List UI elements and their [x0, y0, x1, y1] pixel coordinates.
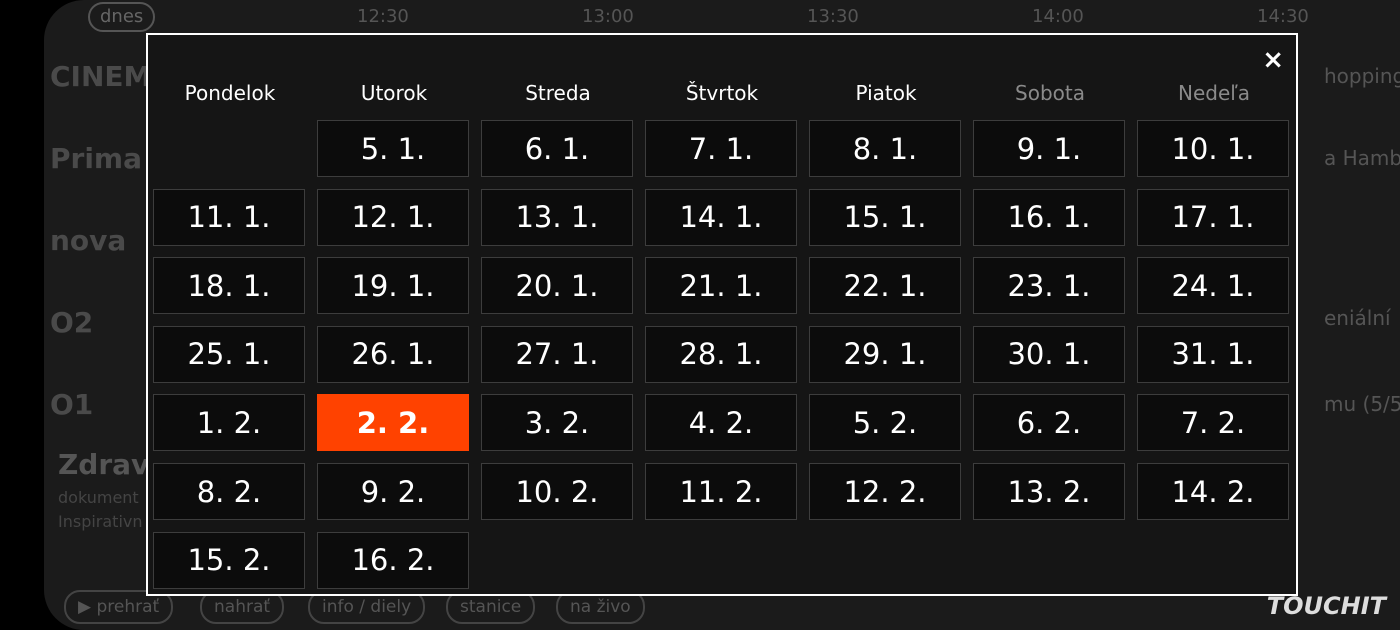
date-cell[interactable]: 10. 2.: [481, 463, 633, 520]
date-cell[interactable]: 11. 1.: [153, 188, 305, 246]
date-cell[interactable]: 24. 1.: [1137, 257, 1289, 315]
date-cell[interactable]: 6. 1.: [481, 120, 633, 177]
weekday-label: Piatok: [855, 81, 917, 105]
date-cell[interactable]: 7. 2.: [1137, 394, 1289, 452]
channel-logo[interactable]: CINEMA: [50, 59, 174, 93]
date-cell[interactable]: 5. 2.: [809, 394, 961, 452]
close-button[interactable]: ×: [1262, 45, 1284, 75]
date-cell[interactable]: 8. 1.: [809, 120, 961, 177]
detail-genre: dokument: [58, 488, 139, 507]
date-cell[interactable]: 5. 1.: [317, 120, 469, 177]
date-cell[interactable]: 15. 1.: [809, 188, 961, 246]
date-button-label: dnes: [100, 6, 144, 27]
detail-description: Inspirativn: [58, 512, 143, 531]
date-cell[interactable]: 7. 1.: [645, 120, 797, 177]
date-cell[interactable]: 28. 1.: [645, 325, 797, 383]
time-label: 13:00: [582, 6, 634, 27]
time-label: 14:00: [1032, 6, 1084, 27]
time-label: 14:30: [1257, 6, 1309, 27]
date-cell[interactable]: 23. 1.: [973, 257, 1125, 315]
date-cell[interactable]: 6. 2.: [973, 394, 1125, 452]
channel-logo[interactable]: O2: [50, 305, 94, 339]
date-cell[interactable]: 9. 1.: [973, 120, 1125, 177]
weekday-label: Štvrtok: [685, 81, 759, 105]
date-cell[interactable]: 18. 1.: [153, 257, 305, 315]
calendar-dialog: × Pondelok Utorok Streda Štvrtok Piatok Sobot…: [146, 33, 1298, 596]
date-cell[interactable]: 4. 2.: [645, 394, 797, 452]
program-title[interactable]: a Hamburg: [1324, 146, 1400, 170]
date-cell[interactable]: 9. 2.: [317, 463, 469, 520]
date-cell[interactable]: 17. 1.: [1137, 188, 1289, 246]
date-cell[interactable]: 13. 2.: [973, 463, 1125, 520]
watermark: TOUCHIT: [1266, 592, 1386, 620]
date-button[interactable]: dnes: [88, 2, 156, 32]
weekday-label: Utorok: [360, 81, 428, 105]
weekday-label: Pondelok: [184, 81, 276, 105]
weekday-label: Sobota: [1015, 81, 1085, 105]
action-button[interactable]: ▶ prehrať: [64, 590, 174, 624]
date-cell[interactable]: 29. 1.: [809, 325, 961, 383]
date-cell[interactable]: 26. 1.: [317, 325, 469, 383]
date-cell[interactable]: 11. 2.: [645, 463, 797, 520]
date-cell[interactable]: 3. 2.: [481, 394, 633, 452]
program-title[interactable]: mu (5/5): [1324, 392, 1400, 416]
date-cell[interactable]: 10. 1.: [1137, 120, 1289, 177]
date-cell[interactable]: 14. 2.: [1137, 463, 1289, 520]
date-cell[interactable]: 19. 1.: [317, 257, 469, 315]
date-cell[interactable]: 8. 2.: [153, 463, 305, 520]
date-cell[interactable]: 13. 1.: [481, 188, 633, 246]
channel-logo[interactable]: Prima: [50, 141, 142, 175]
date-cell[interactable]: 30. 1.: [973, 325, 1125, 383]
date-cell[interactable]: 1. 2.: [153, 394, 305, 452]
date-cell[interactable]: 22. 1.: [809, 257, 961, 315]
weekday-label: Streda: [525, 81, 591, 105]
date-cell[interactable]: 14. 1.: [645, 188, 797, 246]
channel-logo[interactable]: O1: [50, 387, 94, 421]
date-cell[interactable]: 12. 2.: [809, 463, 961, 520]
program-title[interactable]: eniální: [1324, 306, 1391, 330]
date-cell[interactable]: 25. 1.: [153, 325, 305, 383]
date-cell[interactable]: 16. 1.: [973, 188, 1125, 246]
date-cell[interactable]: 21. 1.: [645, 257, 797, 315]
weekday-label: Nedeľa: [1177, 81, 1251, 105]
date-cell[interactable]: 12. 1.: [317, 188, 469, 246]
channel-logo[interactable]: nova: [50, 223, 127, 257]
time-label: 13:30: [807, 6, 859, 27]
date-cell[interactable]: 15. 2.: [153, 531, 305, 589]
date-cell[interactable]: 27. 1.: [481, 325, 633, 383]
program-title[interactable]: hopping: [1324, 64, 1400, 88]
time-label: 12:30: [357, 6, 409, 27]
date-cell[interactable]: 16. 2.: [317, 531, 469, 589]
date-cell[interactable]: 20. 1.: [481, 257, 633, 315]
date-cell[interactable]: 2. 2.: [317, 394, 469, 452]
date-cell[interactable]: 31. 1.: [1137, 325, 1289, 383]
